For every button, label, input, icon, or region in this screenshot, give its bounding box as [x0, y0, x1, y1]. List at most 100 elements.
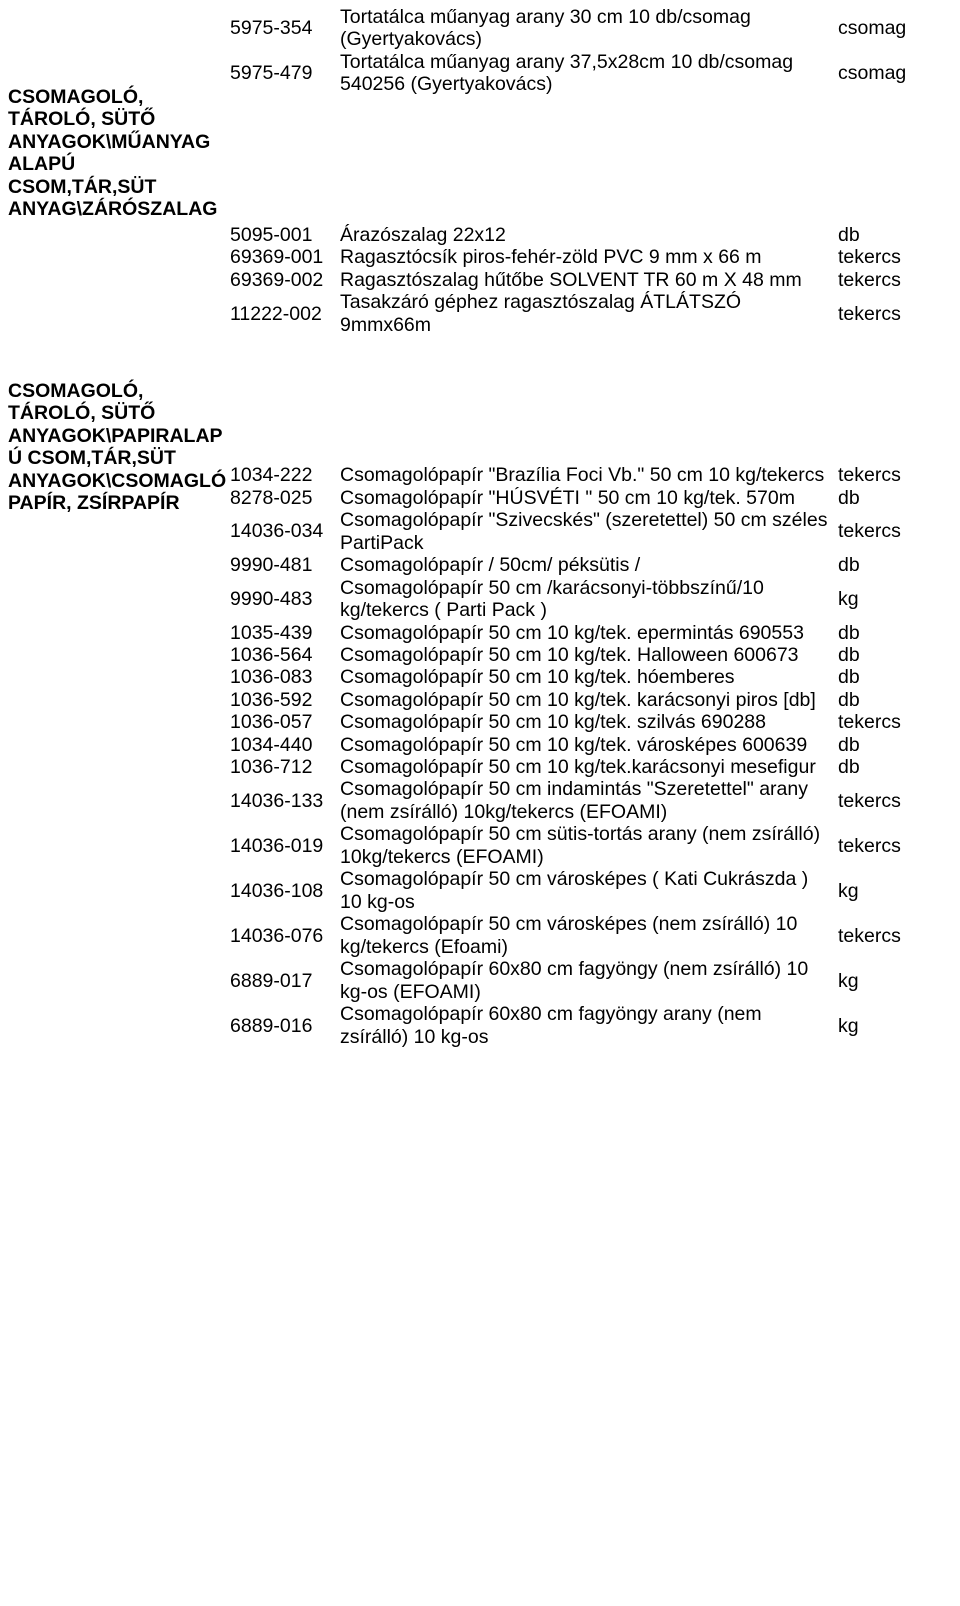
category-heading-line: ANYAGOK\CSOMAGLÓ [8, 470, 230, 492]
product-description: Ragasztószalag hűtőbe SOLVENT TR 60 m X … [340, 269, 838, 291]
product-code: 1036-564 [230, 644, 340, 666]
product-description: Csomagolópapír 50 cm sütis-tortás arany … [340, 823, 838, 868]
product-unit: db [838, 224, 952, 246]
product-code: 69369-002 [230, 269, 340, 291]
product-code: 5975-354 [230, 6, 340, 51]
product-code: 14036-019 [230, 823, 340, 868]
product-description: Csomagolópapír 50 cm 10 kg/tek. epermint… [340, 622, 838, 644]
product-code: 1036-592 [230, 689, 340, 711]
product-unit: db [838, 756, 952, 778]
product-code: 69369-001 [230, 246, 340, 268]
product-unit: db [838, 666, 952, 688]
table-row: 6889-017Csomagolópapír 60x80 cm fagyöngy… [0, 958, 960, 1003]
product-code: 1036-712 [230, 756, 340, 778]
product-code: 1036-083 [230, 666, 340, 688]
category-heading-line: ANYAG\ZÁRÓSZALAG [8, 198, 230, 220]
product-code: 1035-439 [230, 622, 340, 644]
product-unit: db [838, 487, 952, 509]
table-row: 14036-019Csomagolópapír 50 cm sütis-tort… [0, 823, 960, 868]
product-code: 8278-025 [230, 487, 340, 509]
product-description: Csomagolópapír 50 cm 10 kg/tek. hóembere… [340, 666, 838, 688]
category-heading-line: ALAPÚ [8, 153, 230, 175]
product-unit: tekercs [838, 823, 952, 868]
table-row: 9990-481Csomagolópapír / 50cm/ péksütis … [0, 554, 960, 576]
product-unit: kg [838, 958, 952, 1003]
table-row: 14036-108Csomagolópapír 50 cm városképes… [0, 868, 960, 913]
product-unit: csomag [838, 51, 952, 96]
table-row: 1035-439Csomagolópapír 50 cm 10 kg/tek. … [0, 622, 960, 644]
product-unit: db [838, 689, 952, 711]
table-row: 69369-001Ragasztócsík piros-fehér-zöld P… [0, 246, 960, 268]
table-row: 5975-354Tortatálca műanyag arany 30 cm 1… [0, 6, 960, 51]
product-unit: tekercs [838, 913, 952, 958]
table-row: 1034-440Csomagolópapír 50 cm 10 kg/tek. … [0, 734, 960, 756]
product-code: 1034-222 [230, 464, 340, 486]
category-heading-line: TÁROLÓ, SÜTŐ [8, 402, 230, 424]
table-row: 1036-592Csomagolópapír 50 cm 10 kg/tek. … [0, 689, 960, 711]
category-heading-line: Ú CSOM,TÁR,SÜT [8, 447, 230, 469]
product-unit: tekercs [838, 464, 952, 486]
table-row: 1036-564Csomagolópapír 50 cm 10 kg/tek. … [0, 644, 960, 666]
category-heading-line: CSOMAGOLÓ, [8, 380, 230, 402]
product-description: Tortatálca műanyag arany 30 cm 10 db/cso… [340, 6, 838, 51]
product-description: Csomagolópapír / 50cm/ péksütis / [340, 554, 838, 576]
product-description: Csomagolópapír 50 cm 10 kg/tek. városkép… [340, 734, 838, 756]
product-unit: db [838, 734, 952, 756]
product-unit: db [838, 554, 952, 576]
product-unit: tekercs [838, 711, 952, 733]
product-code: 6889-016 [230, 1003, 340, 1048]
category-heading-line: ANYAGOK\PAPIRALAP [8, 425, 230, 447]
table-row: 14036-076Csomagolópapír 50 cm városképes… [0, 913, 960, 958]
product-description: Csomagolópapír 50 cm 10 kg/tek. szilvás … [340, 711, 838, 733]
product-unit: tekercs [838, 509, 952, 554]
product-code: 5975-479 [230, 51, 340, 96]
table-row: 5095-001Árazószalag 22x12db [0, 224, 960, 246]
product-unit: tekercs [838, 246, 952, 268]
product-code: 11222-002 [230, 291, 340, 336]
product-description: Csomagolópapír 50 cm 10 kg/tek. karácson… [340, 689, 838, 711]
product-code: 5095-001 [230, 224, 340, 246]
product-unit: csomag [838, 6, 952, 51]
product-description: Árazószalag 22x12 [340, 224, 838, 246]
product-unit: db [838, 622, 952, 644]
product-code: 14036-076 [230, 913, 340, 958]
table-row: 14036-034Csomagolópapír "Szivecskés" (sz… [0, 509, 960, 554]
product-code: 1036-057 [230, 711, 340, 733]
product-description: Csomagolópapír "Brazília Foci Vb." 50 cm… [340, 464, 838, 486]
category-heading-line: TÁROLÓ, SÜTŐ [8, 108, 230, 130]
category-heading: CSOMAGOLÓ,TÁROLÓ, SÜTŐANYAGOK\MŰANYAGALA… [8, 86, 230, 221]
product-description: Csomagolópapír 60x80 cm fagyöngy arany (… [340, 1003, 838, 1048]
product-code: 9990-481 [230, 554, 340, 576]
category-heading-line: PAPÍR, ZSÍRPAPÍR [8, 492, 230, 514]
product-description: Csomagolópapír "HÚSVÉTI " 50 cm 10 kg/te… [340, 487, 838, 509]
table-row: 6889-016Csomagolópapír 60x80 cm fagyöngy… [0, 1003, 960, 1048]
category-heading-line: CSOM,TÁR,SÜT [8, 176, 230, 198]
table-row: 14036-133Csomagolópapír 50 cm indamintás… [0, 778, 960, 823]
product-description: Csomagolópapír 60x80 cm fagyöngy (nem zs… [340, 958, 838, 1003]
product-description: Csomagolópapír 50 cm /karácsonyi-többszí… [340, 577, 838, 622]
product-description: Csomagolópapír 50 cm 10 kg/tek. Hallowee… [340, 644, 838, 666]
product-code: 6889-017 [230, 958, 340, 1003]
product-unit: kg [838, 577, 952, 622]
product-description: Tortatálca műanyag arany 37,5x28cm 10 db… [340, 51, 838, 96]
category-heading-line: CSOMAGOLÓ, [8, 86, 230, 108]
table-row: 1036-083Csomagolópapír 50 cm 10 kg/tek. … [0, 666, 960, 688]
product-code: 9990-483 [230, 577, 340, 622]
product-description: Csomagolópapír 50 cm városképes (nem zsí… [340, 913, 838, 958]
product-unit: tekercs [838, 291, 952, 336]
table-row: 69369-002Ragasztószalag hűtőbe SOLVENT T… [0, 269, 960, 291]
product-unit: db [838, 644, 952, 666]
category-heading: CSOMAGOLÓ,TÁROLÓ, SÜTŐANYAGOK\PAPIRALAPÚ… [8, 380, 230, 515]
product-code: 1034-440 [230, 734, 340, 756]
product-unit: kg [838, 868, 952, 913]
product-unit: tekercs [838, 269, 952, 291]
product-code: 14036-034 [230, 509, 340, 554]
product-description: Csomagolópapír 50 cm 10 kg/tek.karácsony… [340, 756, 838, 778]
product-code: 14036-133 [230, 778, 340, 823]
table-row: 9990-483Csomagolópapír 50 cm /karácsonyi… [0, 577, 960, 622]
product-description: Csomagolópapír 50 cm városképes ( Kati C… [340, 868, 838, 913]
product-description: Tasakzáró géphez ragasztószalag ÁTLÁTSZÓ… [340, 291, 838, 336]
table-row: 1036-712Csomagolópapír 50 cm 10 kg/tek.k… [0, 756, 960, 778]
product-code: 14036-108 [230, 868, 340, 913]
table-row: 1036-057Csomagolópapír 50 cm 10 kg/tek. … [0, 711, 960, 733]
